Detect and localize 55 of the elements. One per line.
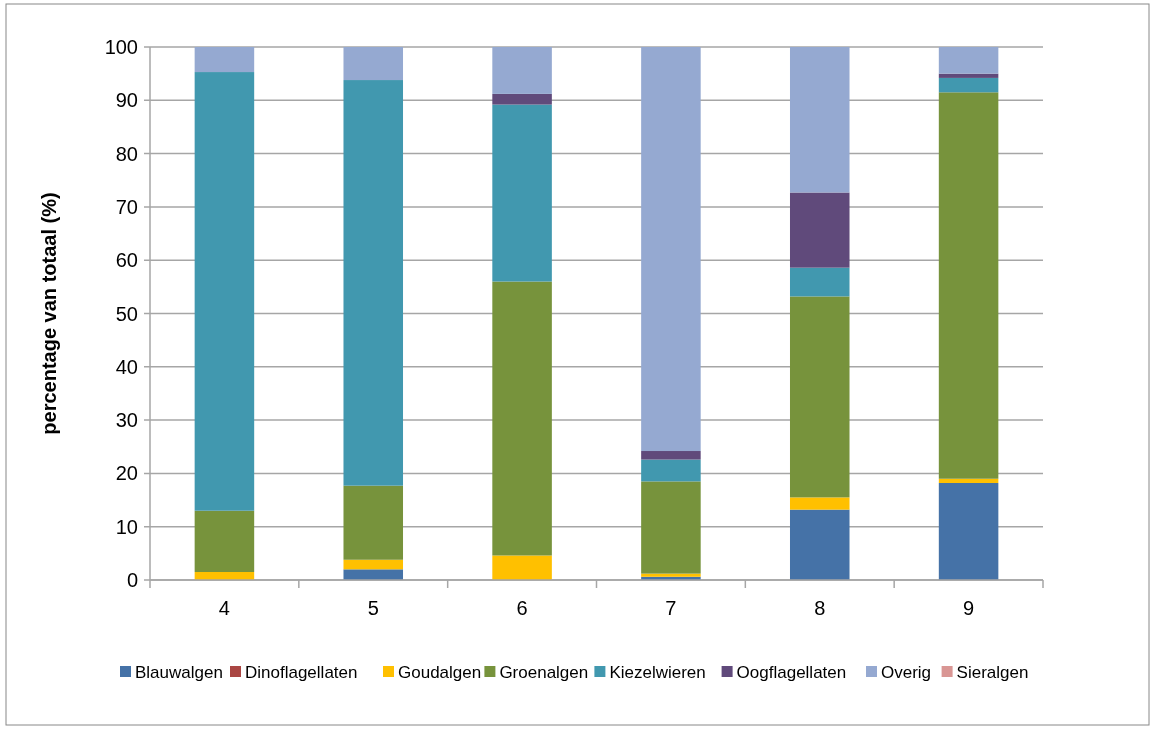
bar [343,485,404,560]
x-tick-label: 5 [367,597,379,619]
bar [938,478,999,483]
y-tick-label: 100 [104,36,138,58]
bar [194,72,255,511]
bar [492,93,552,105]
bar [492,47,552,94]
bar [641,47,701,452]
y-tick-label: 70 [115,195,138,218]
y-tick-label: 30 [115,409,138,432]
bar [789,267,850,297]
y-tick-label: 20 [115,462,138,485]
bar [789,497,850,510]
bar [938,73,999,78]
bar [492,555,552,580]
y-axis-title: percentage van totaal (%) [38,192,60,435]
legend-label: Sieralgen [956,662,1029,682]
y-tick-label: 90 [115,89,138,112]
bar [492,281,552,556]
bar [789,47,850,193]
bar [641,481,701,574]
legend-label: Goudalgen [398,662,482,682]
y-tick-label: 0 [126,569,138,591]
y-tick-label: 10 [115,515,138,538]
bar [641,451,701,460]
legend-label: Kiezelwieren [609,662,706,682]
x-tick-label: 8 [814,597,826,619]
bar [789,192,850,268]
bar [492,104,552,282]
x-tick-label: 4 [218,597,230,619]
bar [938,92,999,479]
legend-label: Groenalgen [499,662,589,682]
legend-label: Overig [881,662,932,682]
bar [194,510,255,573]
y-tick-label: 60 [115,249,138,272]
y-tick-label: 40 [115,355,138,378]
bar [343,80,404,486]
legend-label: Blauwalgen [135,662,223,682]
legend-label: Oogflagellaten [736,662,847,682]
x-tick-label: 6 [516,597,528,619]
legend-label: Dinoflagellaten [245,662,358,682]
bar [343,559,404,570]
y-tick-label: 80 [115,142,138,165]
bar [938,482,999,580]
bar [641,459,701,482]
bar [194,47,255,73]
x-tick-label: 7 [665,597,677,619]
x-tick-label: 9 [963,597,975,619]
bar [343,47,404,81]
bar [343,569,404,580]
bar [789,296,850,498]
y-tick-label: 50 [115,302,138,325]
bar [938,77,999,93]
bar [789,509,850,580]
bar [938,47,999,74]
